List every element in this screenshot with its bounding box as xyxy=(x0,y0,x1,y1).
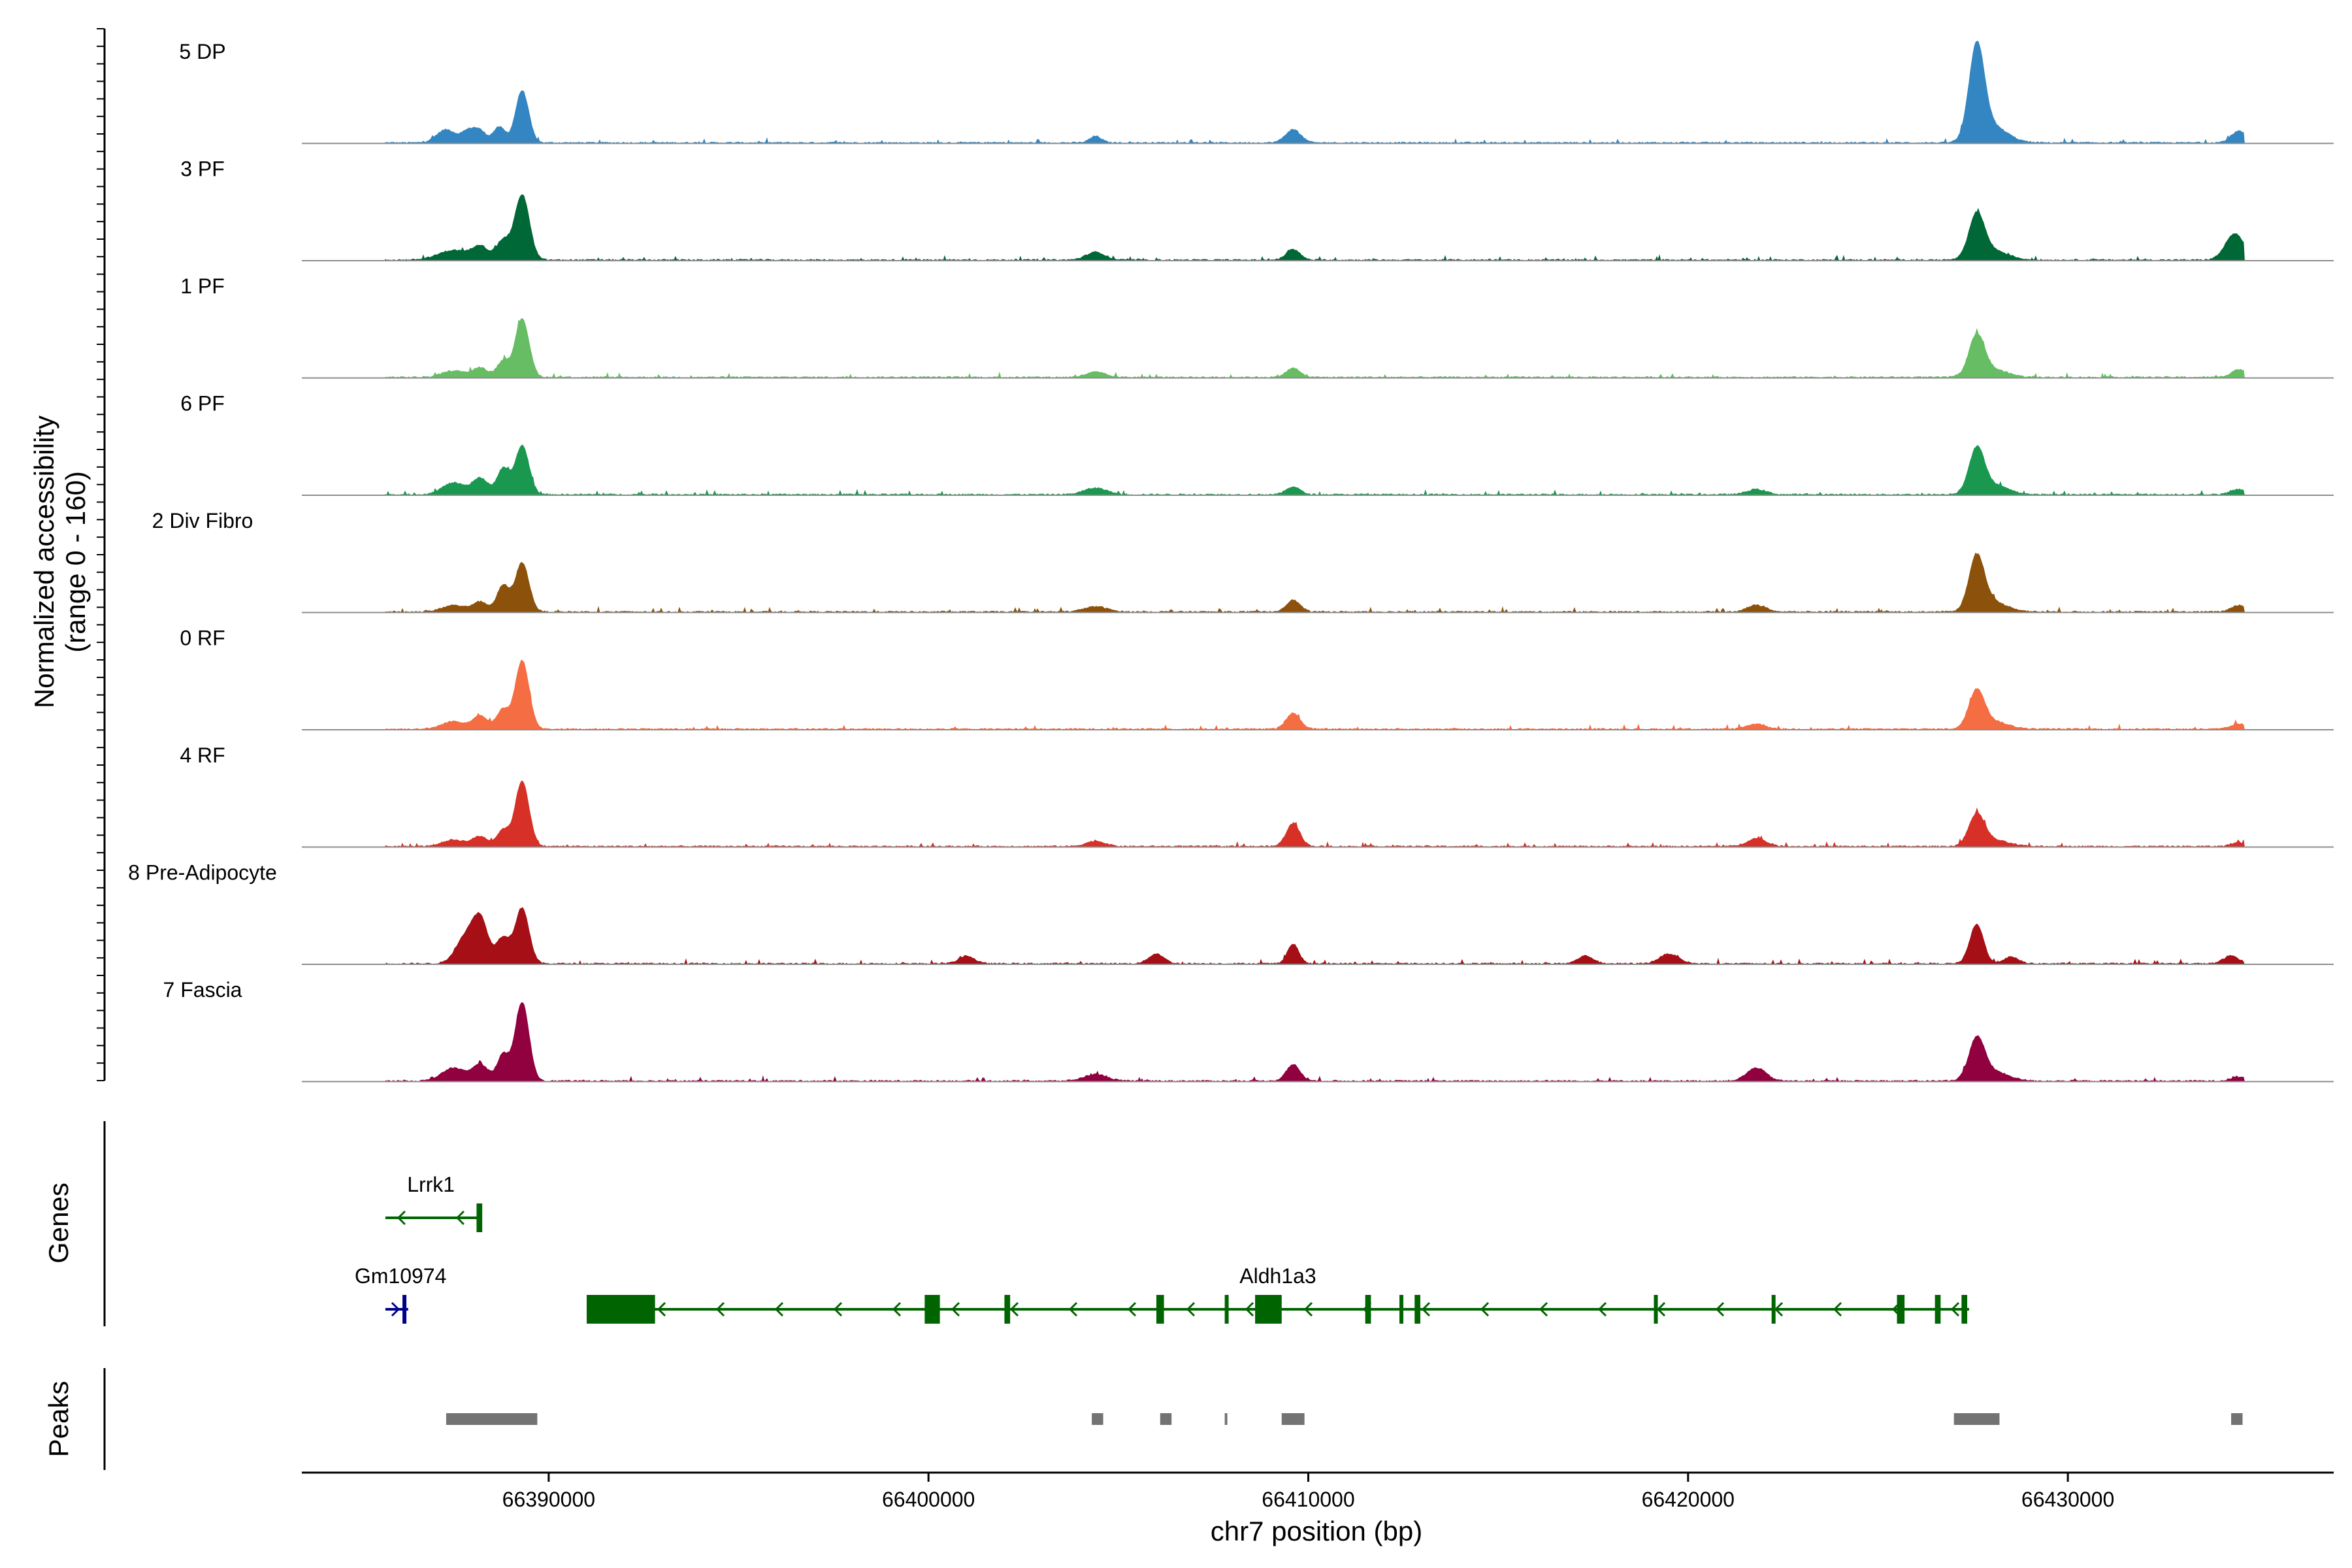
strand-arrow xyxy=(1245,1301,1254,1317)
coverage-area xyxy=(385,1002,2246,1083)
gene-exon xyxy=(586,1295,655,1324)
coverage-area xyxy=(385,907,2246,965)
track-label: 1 PF xyxy=(180,274,225,298)
gene-name: Aldh1a3 xyxy=(1239,1264,1316,1288)
strand-arrow xyxy=(657,1301,666,1317)
gene-exon xyxy=(1365,1295,1371,1324)
gene-exon xyxy=(476,1203,483,1232)
gene-exon xyxy=(1399,1295,1403,1324)
peak-regions xyxy=(446,1413,2243,1425)
track-9: 7 Fascia xyxy=(163,978,2334,1083)
peak-region xyxy=(1092,1413,1103,1425)
track-2: 3 PF xyxy=(180,157,2334,261)
genes-panel-label: Genes xyxy=(43,1183,74,1264)
coverage-tracks: 5 DP 3 PF 1 PF 6 PF 2 Div Fibro 0 RF 4 RF 8 Pre… xyxy=(128,40,2334,1083)
coverage-area xyxy=(385,781,2245,848)
peak-region xyxy=(2231,1413,2243,1425)
strand-arrow xyxy=(1656,1301,1666,1317)
gene-name: Gm10974 xyxy=(355,1264,447,1288)
gene-exon xyxy=(1935,1295,1941,1324)
strand-arrow xyxy=(1009,1301,1019,1317)
gene-exon xyxy=(924,1295,940,1324)
track-label: 4 RF xyxy=(180,743,225,767)
coverage-area xyxy=(385,444,2246,496)
track-label: 5 DP xyxy=(179,40,225,63)
gene-lrrk1: Lrrk1 xyxy=(385,1173,483,1232)
gene-exon xyxy=(1897,1295,1905,1324)
gene-exon xyxy=(1255,1295,1282,1324)
gene-aldh1a3: Aldh1a3 xyxy=(586,1264,1969,1324)
peaks-panel-label: Peaks xyxy=(43,1381,74,1458)
strand-arrow xyxy=(833,1301,843,1317)
gene-exon xyxy=(1414,1295,1420,1324)
track-label: 2 Div Fibro xyxy=(152,509,253,532)
strand-arrow xyxy=(1833,1301,1842,1317)
strand-arrow xyxy=(715,1301,725,1317)
x-axis-title: chr7 position (bp) xyxy=(1211,1516,1423,1546)
coverage-y-axis xyxy=(97,28,106,1081)
track-label: 6 PF xyxy=(180,392,225,416)
coverage-area xyxy=(385,318,2245,379)
strand-arrow xyxy=(1539,1301,1548,1317)
strand-arrow xyxy=(1480,1301,1490,1317)
gene-exon xyxy=(1961,1295,1968,1324)
track-1: 5 DP xyxy=(179,40,2334,144)
strand-arrow xyxy=(892,1301,902,1317)
track-label: 0 RF xyxy=(180,627,225,650)
track-5: 2 Div Fibro xyxy=(152,509,2334,613)
strand-arrow xyxy=(1068,1301,1078,1317)
coverage-area xyxy=(385,552,2245,613)
track-8: 8 Pre-Adipocyte xyxy=(128,861,2334,965)
track-label: 7 Fascia xyxy=(163,978,242,1002)
track-3: 1 PF xyxy=(180,274,2334,379)
strand-arrow xyxy=(455,1210,465,1226)
strand-arrow xyxy=(1715,1301,1725,1317)
coverage-axis-label-line2: (range 0 - 160) xyxy=(60,471,91,653)
peak-region xyxy=(1224,1413,1228,1425)
gene-name: Lrrk1 xyxy=(407,1173,455,1196)
strand-arrow xyxy=(1950,1301,1960,1317)
coverage-area xyxy=(385,41,2245,144)
coverage-axis-label-line1: Normalized accessibility xyxy=(29,416,59,708)
track-7: 4 RF xyxy=(180,743,2334,848)
gene-exon xyxy=(1654,1295,1658,1324)
coverage-area xyxy=(385,659,2246,730)
gene-exon xyxy=(1004,1295,1011,1324)
track-6: 0 RF xyxy=(180,627,2334,730)
gene-exon xyxy=(402,1295,407,1324)
strand-arrow xyxy=(1127,1301,1137,1317)
x-axis-tick-label: 66420000 xyxy=(1642,1488,1735,1511)
track-4: 6 PF xyxy=(180,392,2334,496)
peak-region xyxy=(1953,1413,2000,1425)
strand-arrow xyxy=(397,1210,406,1226)
x-axis-tick-label: 66430000 xyxy=(2021,1488,2114,1511)
strand-arrow xyxy=(1597,1301,1607,1317)
x-axis-tick-label: 66410000 xyxy=(1262,1488,1354,1511)
strand-arrow xyxy=(951,1301,960,1317)
x-axis-ticks: 66390000 66400000 66410000 66420000 66430000 xyxy=(502,1473,2114,1511)
track-label: 8 Pre-Adipocyte xyxy=(128,861,277,885)
strand-arrow xyxy=(1303,1301,1313,1317)
x-axis-tick-label: 66400000 xyxy=(882,1488,975,1511)
peak-region xyxy=(1281,1413,1305,1425)
strand-arrow xyxy=(391,1301,400,1317)
gene-exon xyxy=(1771,1295,1776,1324)
gene-exon xyxy=(1224,1295,1229,1324)
gene-gm10974: Gm10974 xyxy=(355,1264,447,1324)
peak-region xyxy=(1160,1413,1172,1425)
coverage-area xyxy=(385,194,2245,261)
strand-arrow xyxy=(1774,1301,1784,1317)
strand-arrow xyxy=(1421,1301,1431,1317)
gene-annotations: Lrrk1 Gm10974 Aldh1a3 xyxy=(355,1173,1969,1324)
strand-arrow xyxy=(1186,1301,1196,1317)
peak-region xyxy=(446,1413,538,1425)
x-axis-tick-label: 66390000 xyxy=(502,1488,595,1511)
track-label: 3 PF xyxy=(180,157,225,181)
strand-arrow xyxy=(774,1301,784,1317)
gene-exon xyxy=(1156,1295,1164,1324)
